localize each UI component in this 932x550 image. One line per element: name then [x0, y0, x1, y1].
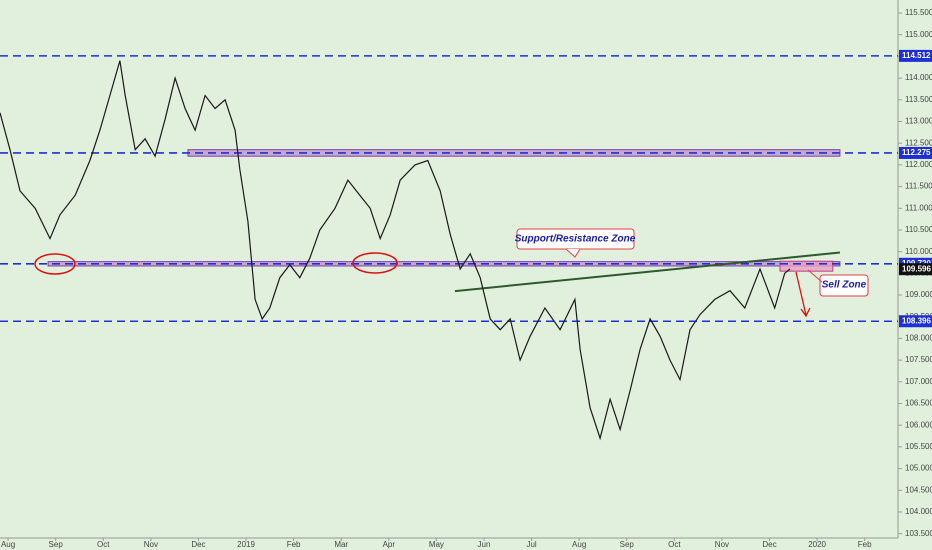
annotation-pointer: [565, 248, 581, 258]
x-tick-label: Oct: [97, 540, 110, 549]
y-tick-label: 108.000: [905, 334, 932, 343]
x-tick-label: Aug: [572, 540, 586, 549]
y-tick-label: 107.000: [905, 377, 932, 386]
zone: [779, 260, 834, 272]
annotation-pointer: [807, 269, 823, 283]
y-tick-label: 111.500: [905, 182, 932, 191]
price-line: [0, 60, 791, 441]
annotation-box: [819, 274, 869, 297]
x-tick-label: Oct: [668, 540, 681, 549]
current-price-label: 109.596: [902, 264, 931, 273]
x-tick-label: Sep: [620, 540, 635, 549]
x-tick-label: Sep: [49, 540, 64, 549]
annotation: Support/Resistance Zone: [515, 234, 636, 245]
x-tick-label: Dec: [762, 540, 776, 549]
level-label-box: [899, 315, 932, 328]
x-tick-label: Aug: [1, 540, 15, 549]
annotation: Sell Zone: [822, 280, 867, 291]
highlight-circle: [352, 252, 398, 274]
y-tick-label: 109.000: [905, 290, 932, 299]
level-label: 108.396: [902, 316, 931, 325]
y-tick-label: 106.500: [905, 399, 932, 408]
y-tick-label: 103.500: [905, 529, 932, 538]
y-tick-label: 106.000: [905, 420, 932, 429]
y-tick-label: 113.500: [905, 95, 932, 104]
y-tick-label: 115.000: [905, 30, 932, 39]
x-tick-label: Jun: [478, 540, 491, 549]
y-tick-label: 104.000: [905, 507, 932, 516]
x-tick-label: Feb: [287, 540, 301, 549]
y-tick-label: 111.000: [905, 203, 932, 212]
level-label: 112.275: [902, 148, 931, 157]
y-tick-label: 114.000: [905, 73, 932, 82]
highlight-circle: [34, 253, 76, 275]
y-tick-label: 107.500: [905, 355, 932, 364]
x-tick-label: Jul: [526, 540, 536, 549]
x-tick-label: May: [429, 540, 444, 549]
x-tick-label: Mar: [334, 540, 348, 549]
y-tick-label: 112.000: [905, 160, 932, 169]
x-tick-label: Nov: [144, 540, 158, 549]
x-tick-label: Nov: [715, 540, 729, 549]
y-tick-label: 112.500: [905, 138, 932, 147]
y-tick-label: 115.500: [905, 8, 932, 17]
y-tick-label: 110.000: [905, 247, 932, 256]
x-tick-label: Apr: [383, 540, 396, 549]
y-tick-label: 105.000: [905, 464, 932, 473]
y-tick-label: 104.500: [905, 485, 932, 494]
y-tick-label: 105.500: [905, 442, 932, 451]
x-tick-label: Dec: [191, 540, 205, 549]
plot-area: [0, 55, 898, 441]
x-tick-label: 2020: [808, 540, 826, 549]
current-price-box: [899, 263, 932, 276]
level-label: 114.512: [902, 51, 931, 60]
x-tick-label: Feb: [858, 540, 872, 549]
level-label-box: [899, 49, 932, 62]
sell-arrow: [795, 271, 811, 318]
y-tick-label: 110.500: [905, 225, 932, 234]
trendline: [454, 251, 841, 293]
y-tick-label: 113.000: [905, 117, 932, 126]
x-tick-label: 2019: [237, 540, 255, 549]
level-label-box: [899, 146, 932, 159]
